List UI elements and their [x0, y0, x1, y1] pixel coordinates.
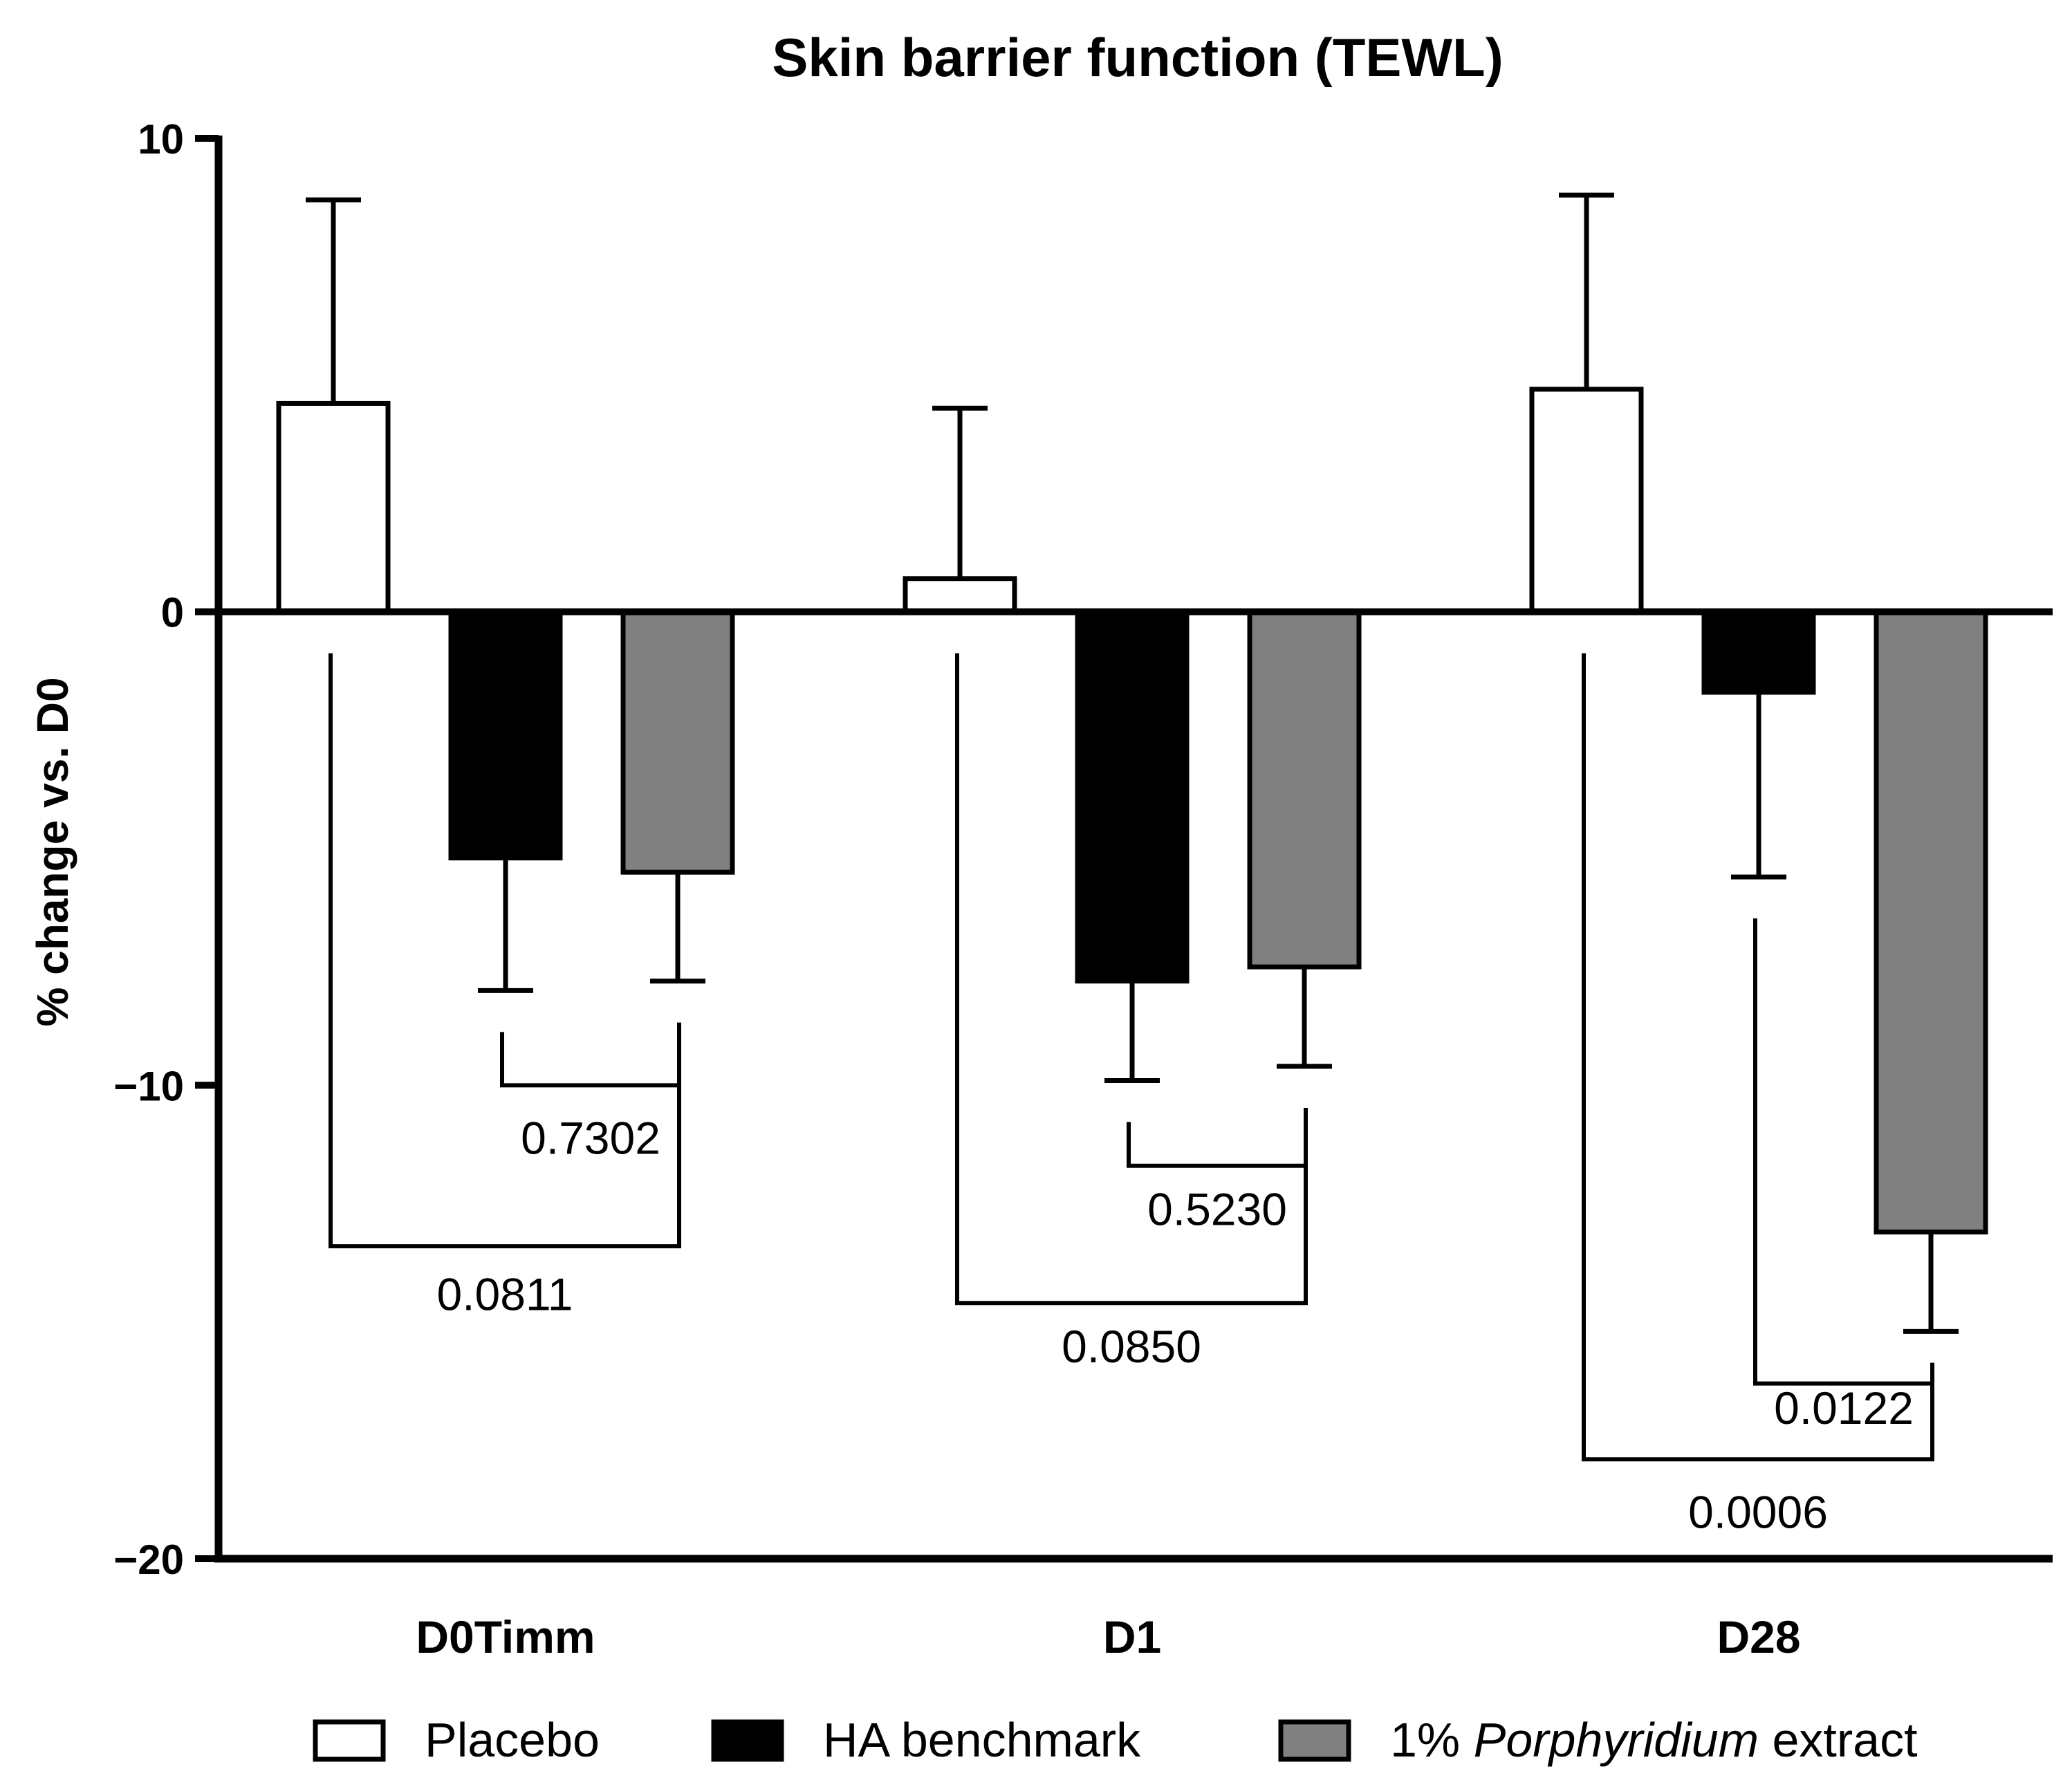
y-tick-label: −20 [113, 1537, 184, 1583]
p-value-label: 0.0811 [437, 1269, 573, 1320]
legend-label-italic: Porphyridium [1474, 1713, 1759, 1767]
bar-ha-benchmark-d1 [1075, 609, 1190, 984]
legend: Placebo HA benchmark 1% Porphyridium extra… [313, 1713, 1918, 1767]
legend-label: 1% Porphyridium extract [1390, 1713, 1918, 1767]
y-tick-label: 10 [138, 116, 184, 163]
significance-bracket [329, 653, 681, 1249]
legend-swatch [711, 1719, 784, 1762]
significance-bracket [1582, 653, 1934, 1462]
bar-placebo-d0timm [276, 400, 391, 615]
p-value-label: 0.0122 [1774, 1382, 1914, 1434]
legend-label-prefix: 1% [1390, 1713, 1474, 1767]
bar-1-porphyridium-extract-d1 [1247, 609, 1362, 970]
p-value-label: 0.7302 [521, 1113, 660, 1164]
legend-label: HA benchmark [823, 1713, 1141, 1767]
bar-1-porphyridium-extract-d0timm [620, 609, 735, 875]
significance-bracket [955, 653, 1308, 1306]
y-tick-label: 0 [161, 590, 184, 636]
bar-placebo-d28 [1529, 387, 1644, 615]
p-value-label: 0.0850 [1062, 1321, 1201, 1372]
legend-label: Placebo [425, 1713, 600, 1767]
p-value-label: 0.0006 [1688, 1487, 1828, 1538]
significance-bracket [1127, 1107, 1308, 1168]
x-category-label: D1 [1103, 1611, 1161, 1662]
y-axis-label: % change vs. D0 [28, 677, 77, 1026]
x-category-label: D0Timm [416, 1611, 595, 1662]
p-value-label: 0.5230 [1147, 1183, 1287, 1234]
legend-label-suffix: extract [1759, 1713, 1918, 1767]
significance-bracket [500, 1022, 681, 1088]
chart-title: Skin barrier function (TEWL) [772, 27, 1503, 88]
y-tick-label: −10 [113, 1063, 184, 1109]
bar-1-porphyridium-extract-d28 [1874, 609, 1988, 1235]
bar-ha-benchmark-d0timm [448, 609, 563, 861]
x-category-label: D28 [1717, 1611, 1800, 1662]
legend-swatch [1278, 1719, 1351, 1762]
bar-placebo-d1 [903, 576, 1017, 615]
bar-ha-benchmark-d28 [1701, 609, 1816, 695]
plot-area: 10 0 −10 −20 D0Timm D1 D28 0.7302 0.0811 0.5230 0.… [113, 116, 2053, 1662]
legend-swatch [313, 1719, 386, 1762]
